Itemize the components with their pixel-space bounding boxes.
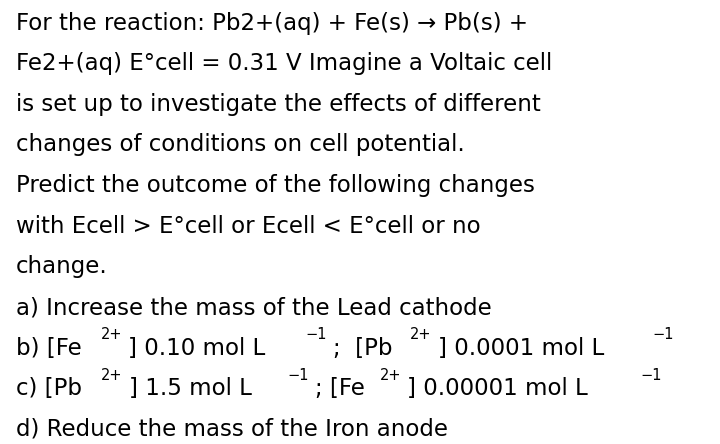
Text: ; [Fe: ; [Fe: [315, 377, 365, 400]
Text: ] 0.0001 mol L: ] 0.0001 mol L: [438, 337, 604, 360]
Text: is set up to investigate the effects of different: is set up to investigate the effects of …: [16, 93, 541, 116]
Text: Fe2+(aq) E°cell = 0.31 V Imagine a Voltaic cell: Fe2+(aq) E°cell = 0.31 V Imagine a Volta…: [16, 52, 552, 75]
Text: d) Reduce the mass of the Iron anode: d) Reduce the mass of the Iron anode: [16, 418, 448, 441]
Text: For the reaction: Pb2+(aq) + Fe(s) → Pb(s) +: For the reaction: Pb2+(aq) + Fe(s) → Pb(…: [16, 12, 528, 35]
Text: change.: change.: [16, 255, 107, 278]
Text: ] 0.00001 mol L: ] 0.00001 mol L: [407, 377, 588, 400]
Text: 2+: 2+: [101, 327, 122, 342]
Text: ] 1.5 mol L: ] 1.5 mol L: [129, 377, 251, 400]
Text: 2+: 2+: [410, 327, 431, 342]
Text: 2+: 2+: [379, 368, 401, 383]
Text: 2+: 2+: [101, 368, 122, 383]
Text: −1: −1: [652, 327, 674, 342]
Text: Predict the outcome of the following changes: Predict the outcome of the following cha…: [16, 174, 535, 197]
Text: with Ecell > E°cell or Ecell < E°cell or no: with Ecell > E°cell or Ecell < E°cell or…: [16, 215, 480, 238]
Text: changes of conditions on cell potential.: changes of conditions on cell potential.: [16, 134, 464, 156]
Text: b) [Fe: b) [Fe: [16, 337, 81, 360]
Text: −1: −1: [287, 368, 309, 383]
Text: a) Increase the mass of the Lead cathode: a) Increase the mass of the Lead cathode: [16, 296, 492, 319]
Text: −1: −1: [640, 368, 662, 383]
Text: ;  [Pb: ; [Pb: [333, 337, 392, 360]
Text: −1: −1: [305, 327, 327, 342]
Text: c) [Pb: c) [Pb: [16, 377, 82, 400]
Text: ] 0.10 mol L: ] 0.10 mol L: [128, 337, 266, 360]
